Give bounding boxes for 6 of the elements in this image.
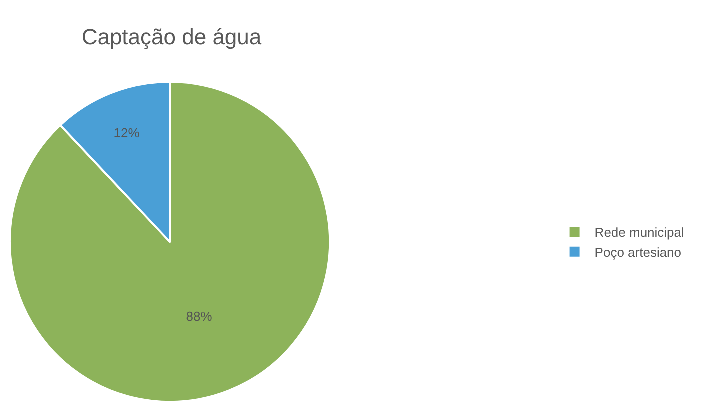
legend-label: Poço artesiano <box>594 244 682 260</box>
legend-label: Rede municipal <box>594 225 685 240</box>
chart-title: Captação de água <box>82 24 262 50</box>
pie-slice <box>9 80 332 403</box>
data-label: 88% <box>186 308 213 324</box>
data-label: 12% <box>114 126 140 141</box>
